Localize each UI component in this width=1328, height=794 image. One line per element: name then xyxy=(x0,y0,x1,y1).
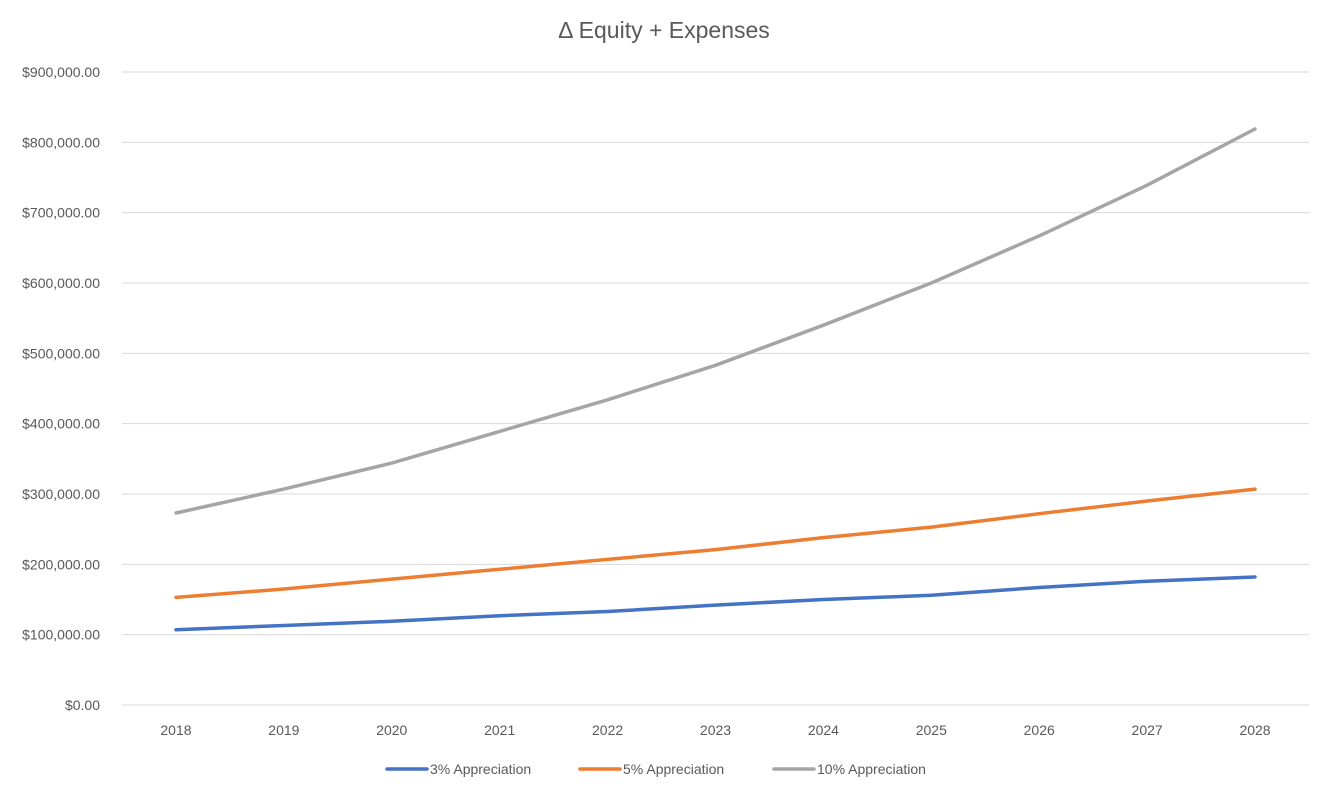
legend: 3% Appreciation 5% Appreciation 10% Apprec… xyxy=(385,761,926,777)
x-tick-label: 2026 xyxy=(1024,722,1055,738)
x-tick-label: 2027 xyxy=(1132,722,1163,738)
x-tick-label: 2025 xyxy=(916,722,947,738)
x-tick-label: 2019 xyxy=(268,722,299,738)
y-axis-tick-labels: $0.00 $100,000.00 $200,000.00 $300,000.00 $4… xyxy=(22,64,100,713)
chart-title: Δ Equity + Expenses xyxy=(558,17,770,43)
y-tick-label: $0.00 xyxy=(65,697,100,713)
legend-label: 5% Appreciation xyxy=(623,761,724,777)
x-tick-label: 2018 xyxy=(160,722,191,738)
gridlines xyxy=(122,71,1309,706)
y-tick-label: $600,000.00 xyxy=(22,275,100,291)
series-lines xyxy=(174,127,1257,632)
legend-label: 3% Appreciation xyxy=(430,761,531,777)
x-tick-label: 2024 xyxy=(808,722,839,738)
x-tick-label: 2028 xyxy=(1239,722,1270,738)
y-tick-label: $300,000.00 xyxy=(22,486,100,502)
x-tick-label: 2023 xyxy=(700,722,731,738)
x-tick-label: 2021 xyxy=(484,722,515,738)
y-tick-label: $700,000.00 xyxy=(22,205,100,221)
y-tick-label: $800,000.00 xyxy=(22,134,100,150)
series-line-2 xyxy=(174,127,1257,515)
y-tick-label: $400,000.00 xyxy=(22,416,100,432)
y-tick-label: $500,000.00 xyxy=(22,345,100,361)
x-tick-label: 2020 xyxy=(376,722,407,738)
x-axis-tick-labels: 2018 2019 2020 2021 2022 2023 2024 2025 2026 2027… xyxy=(160,722,1270,738)
legend-label: 10% Appreciation xyxy=(817,761,926,777)
y-tick-label: $100,000.00 xyxy=(22,627,100,643)
series-line-1 xyxy=(174,487,1257,600)
y-tick-label: $200,000.00 xyxy=(22,556,100,572)
series-line-0 xyxy=(174,575,1257,632)
x-tick-label: 2022 xyxy=(592,722,623,738)
y-tick-label: $900,000.00 xyxy=(22,64,100,80)
